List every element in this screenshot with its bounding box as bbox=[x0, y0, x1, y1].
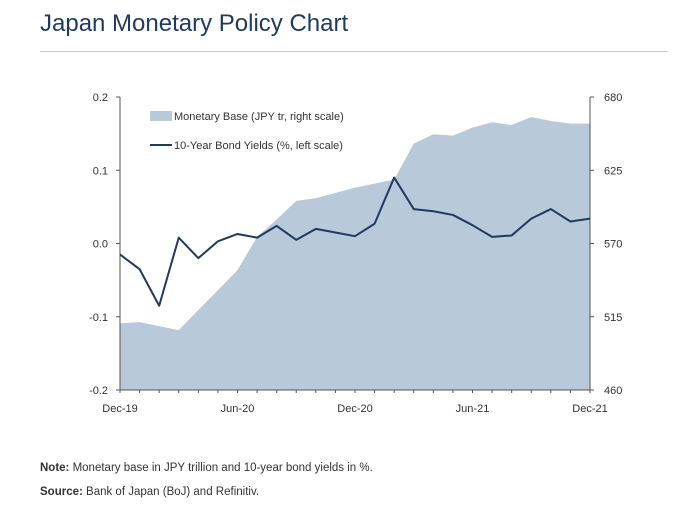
left-tick-label: 0.1 bbox=[93, 165, 108, 177]
left-tick-label: -0.2 bbox=[89, 385, 108, 397]
page-title: Japan Monetary Policy Chart bbox=[40, 10, 349, 37]
note-text: Monetary base in JPY trillion and 10-yea… bbox=[69, 462, 373, 474]
legend-swatch-monetary-base bbox=[150, 111, 172, 121]
x-tick-label: Dec-20 bbox=[337, 403, 372, 415]
source-text: Bank of Japan (BoJ) and Refinitiv. bbox=[82, 486, 260, 498]
right-tick-label: 515 bbox=[604, 312, 622, 324]
right-tick-label: 460 bbox=[604, 385, 622, 397]
x-tick-label: Dec-21 bbox=[572, 403, 607, 415]
legend-label-monetary-base: Monetary Base (JPY tr, right scale) bbox=[174, 111, 344, 123]
bond-yield-line bbox=[119, 176, 591, 307]
left-tick-label: -0.1 bbox=[89, 312, 108, 324]
source-label: Source: bbox=[40, 486, 83, 498]
right-tick-label: 680 bbox=[604, 92, 622, 104]
legend-label-bond-yield: 10-Year Bond Yields (%, left scale) bbox=[174, 140, 343, 152]
x-tick-label: Jun-21 bbox=[456, 403, 490, 415]
title-divider bbox=[40, 51, 668, 52]
monetary-base-area bbox=[120, 116, 590, 391]
chart-source: Source: Bank of Japan (BoJ) and Refiniti… bbox=[40, 486, 259, 498]
left-tick-label: 0.2 bbox=[93, 92, 108, 104]
left-tick-label: 0.0 bbox=[93, 239, 108, 251]
chart-note: Note: Monetary base in JPY trillion and … bbox=[40, 462, 373, 474]
right-tick-label: 625 bbox=[604, 165, 622, 177]
right-tick-label: 570 bbox=[604, 239, 622, 251]
x-tick-label: Jun-20 bbox=[221, 403, 255, 415]
note-label: Note: bbox=[40, 462, 70, 474]
chart: 0.2 0.1 0.0 -0.1 -0.2 680 625 570 515 460 Dec-19 Ju… bbox=[89, 92, 622, 415]
x-tick-label: Dec-19 bbox=[102, 403, 137, 415]
